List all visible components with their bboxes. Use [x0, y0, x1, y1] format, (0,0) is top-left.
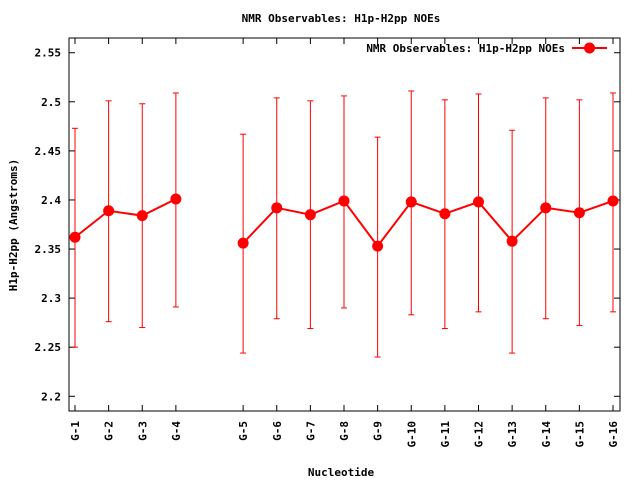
x-tick-label: G-4: [170, 421, 183, 441]
x-tick-label: G-2: [103, 421, 116, 441]
data-point: [573, 207, 585, 219]
y-tick-label: 2.25: [35, 341, 62, 354]
x-tick-label: G-13: [506, 421, 519, 448]
x-tick-label: G-1: [69, 421, 82, 441]
y-tick-label: 2.5: [41, 96, 61, 109]
x-axis-label: Nucleotide: [308, 466, 375, 479]
data-point: [439, 208, 451, 220]
y-tick-label: 2.35: [35, 243, 62, 256]
y-tick-label: 2.4: [41, 194, 61, 207]
data-point: [405, 196, 417, 208]
x-tick-label: G-14: [540, 421, 553, 448]
x-tick-label: G-3: [136, 421, 149, 441]
data-point: [506, 235, 518, 247]
x-tick-label: G-12: [473, 421, 486, 448]
y-tick-label: 2.45: [35, 145, 62, 158]
data-point: [271, 202, 283, 214]
data-point: [304, 209, 316, 221]
legend-label: NMR Observables: H1p-H2pp NOEs: [366, 42, 565, 55]
data-point: [338, 195, 350, 207]
chart-title: NMR Observables: H1p-H2pp NOEs: [242, 12, 441, 25]
y-tick-label: 2.2: [41, 390, 61, 403]
y-axis-label: H1p-H2pp (Angstroms): [7, 159, 20, 291]
x-tick-label: G-9: [372, 421, 385, 441]
data-point: [473, 196, 484, 208]
x-tick-label: G-6: [271, 421, 284, 441]
series-layer: [69, 90, 619, 358]
x-tick-label: G-10: [405, 421, 418, 448]
x-tick-label: G-5: [237, 421, 250, 441]
data-point: [237, 237, 249, 249]
x-tick-label: G-8: [338, 421, 351, 441]
data-point: [136, 210, 148, 222]
y-axis: 2.2 2.25 2.3 2.35 2.4 2.45 2.5 2.55: [35, 47, 620, 403]
data-point: [103, 205, 115, 217]
x-tick-label: G-15: [573, 421, 586, 448]
x-tick-label: G-7: [304, 421, 317, 441]
x-tick-label: G-16: [607, 421, 620, 448]
y-tick-label: 2.3: [41, 292, 61, 305]
x-tick-label: G-11: [439, 421, 452, 448]
legend: NMR Observables: H1p-H2pp NOEs: [366, 42, 607, 55]
data-point: [372, 240, 384, 252]
data-point: [170, 193, 182, 205]
series-line: [74, 198, 177, 239]
series-line: [242, 199, 614, 248]
legend-marker: [584, 42, 595, 54]
y-tick-label: 2.55: [35, 47, 62, 60]
data-point: [607, 195, 619, 207]
data-point: [540, 202, 552, 214]
data-point: [69, 231, 81, 243]
x-axis: G-1 G-2 G-3 G-4 G-5 G-6 G-7 G-8 G-9 G-10 G-11 G-12 G…: [69, 38, 620, 448]
